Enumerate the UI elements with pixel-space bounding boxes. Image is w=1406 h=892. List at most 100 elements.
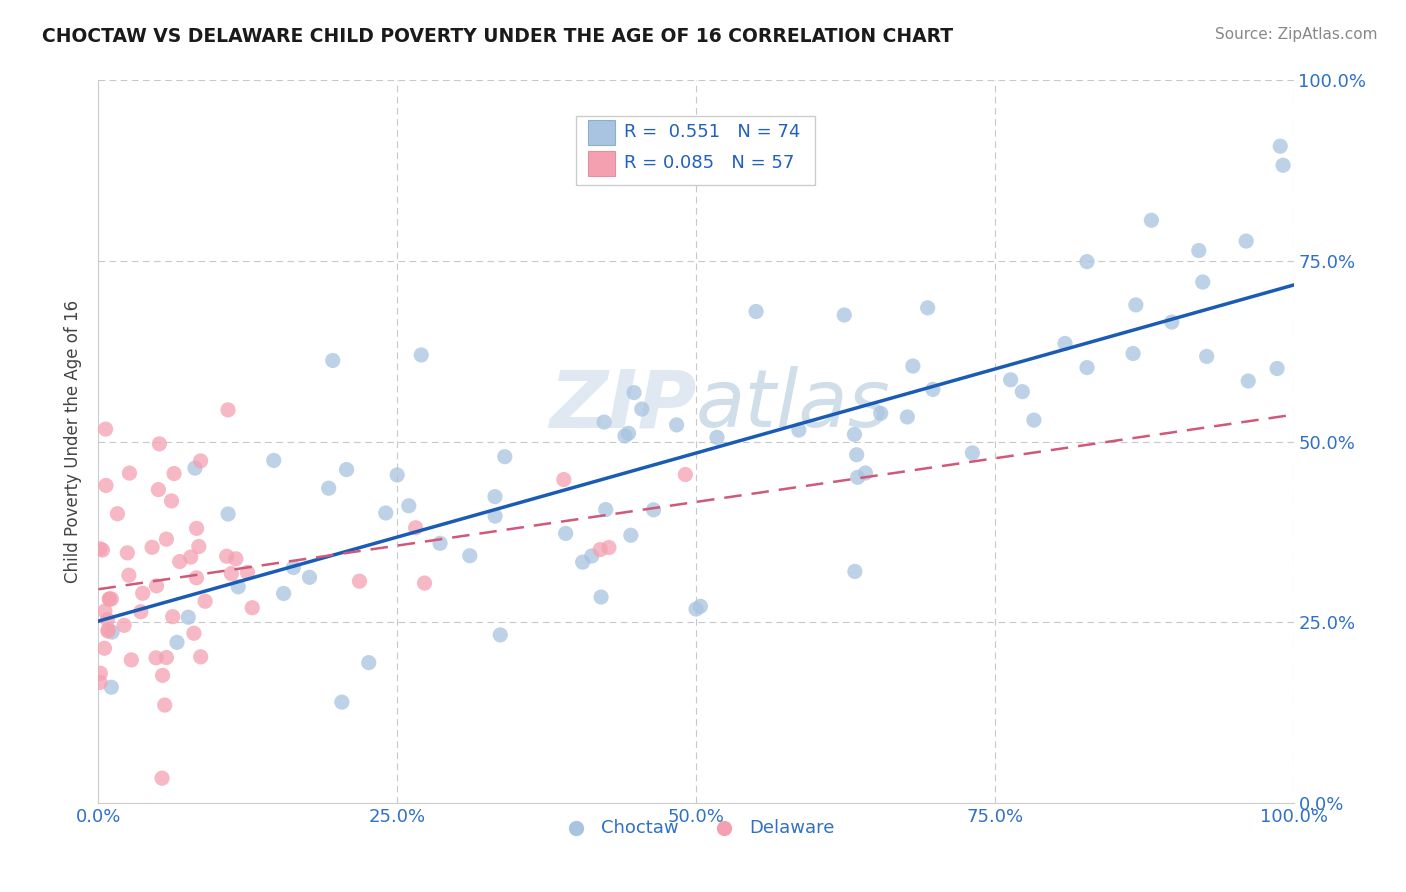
Point <box>169 555 191 569</box>
Point <box>598 541 620 555</box>
Point <box>100 591 122 606</box>
Point <box>129 605 152 619</box>
Point <box>1188 244 1211 258</box>
Point <box>1011 384 1033 399</box>
Point <box>162 609 184 624</box>
Point <box>89 675 111 690</box>
Point <box>1125 298 1147 312</box>
Point <box>117 546 139 560</box>
Point <box>832 308 855 322</box>
Point <box>101 625 124 640</box>
Point <box>1237 374 1260 388</box>
Point <box>107 507 129 521</box>
Point <box>283 560 305 574</box>
Point <box>91 543 114 558</box>
Point <box>398 499 420 513</box>
Text: ZIP: ZIP <box>548 367 696 444</box>
Point <box>484 509 506 524</box>
Point <box>589 542 612 557</box>
Point <box>221 566 243 581</box>
Point <box>855 466 877 480</box>
Bar <box>589 120 614 145</box>
Point <box>1195 350 1218 364</box>
Point <box>217 403 239 417</box>
Point <box>643 503 665 517</box>
Point <box>846 470 869 484</box>
Point <box>1022 413 1045 427</box>
Point <box>318 481 340 495</box>
Point <box>89 541 111 556</box>
Point <box>374 506 396 520</box>
Point <box>689 599 711 614</box>
Text: atlas: atlas <box>696 367 891 444</box>
Point <box>226 580 249 594</box>
Point <box>1191 275 1213 289</box>
Point <box>1160 315 1182 329</box>
Point <box>163 467 186 481</box>
Point <box>96 613 118 627</box>
Point <box>190 649 212 664</box>
Point <box>845 448 868 462</box>
Point <box>620 528 643 542</box>
Legend: Choctaw, Delaware: Choctaw, Delaware <box>550 812 842 845</box>
Point <box>263 453 285 467</box>
Point <box>145 579 167 593</box>
Point <box>100 680 122 694</box>
Point <box>665 417 688 432</box>
Point <box>118 466 141 480</box>
Point <box>98 592 121 607</box>
Point <box>917 301 939 315</box>
Point <box>184 461 207 475</box>
Point <box>132 586 155 600</box>
Point <box>405 521 427 535</box>
Point <box>330 695 353 709</box>
Point <box>553 473 575 487</box>
Point <box>844 565 866 579</box>
Point <box>236 566 259 580</box>
Point <box>187 540 209 554</box>
Point <box>385 467 408 482</box>
Point <box>1122 346 1144 360</box>
Point <box>1270 139 1292 153</box>
Point <box>411 348 433 362</box>
Point <box>673 467 696 482</box>
Point <box>152 668 174 682</box>
Point <box>98 591 121 606</box>
FancyBboxPatch shape <box>576 117 815 185</box>
Point <box>484 490 506 504</box>
Point <box>1265 361 1288 376</box>
Point <box>630 402 652 417</box>
Point <box>413 576 436 591</box>
Point <box>97 623 120 637</box>
Point <box>145 651 167 665</box>
Point <box>1000 373 1022 387</box>
Point <box>186 521 208 535</box>
Point <box>335 462 357 476</box>
Point <box>1076 254 1098 268</box>
Point <box>1053 336 1076 351</box>
Point <box>745 304 768 318</box>
Point <box>429 536 451 550</box>
Point <box>118 568 141 582</box>
Point <box>581 549 603 563</box>
Point <box>94 478 117 492</box>
Point <box>901 359 924 373</box>
Point <box>298 570 321 584</box>
Point <box>921 383 943 397</box>
Point <box>1076 360 1098 375</box>
Point <box>1272 158 1295 172</box>
Point <box>112 618 135 632</box>
Point <box>1140 213 1163 227</box>
Point <box>844 427 866 442</box>
Bar <box>589 151 614 177</box>
Point <box>571 555 593 569</box>
Point <box>322 353 344 368</box>
Point <box>623 385 645 400</box>
Point <box>94 604 117 618</box>
Point <box>706 430 728 444</box>
Point <box>1234 234 1257 248</box>
Point <box>166 635 188 649</box>
Point <box>177 610 200 624</box>
Point <box>160 494 183 508</box>
Point <box>141 541 163 555</box>
